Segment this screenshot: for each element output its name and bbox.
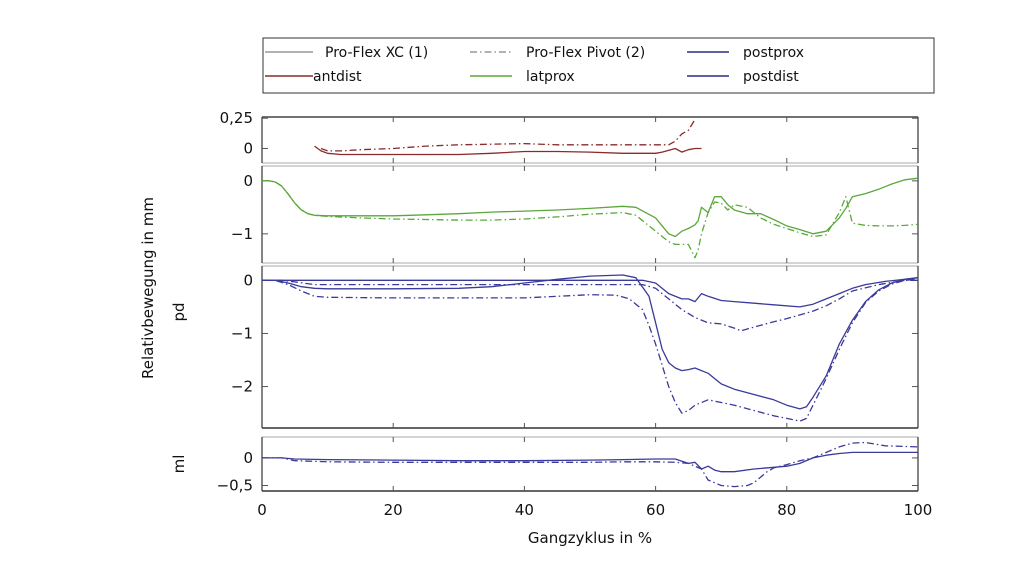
legend-label: postprox bbox=[743, 45, 804, 61]
series-line bbox=[262, 274, 918, 410]
y-tick-label: −1 bbox=[231, 324, 253, 342]
y-tick-label: −1 bbox=[231, 225, 253, 243]
x-tick-label: 0 bbox=[257, 501, 267, 519]
series-line bbox=[262, 177, 918, 238]
x-tick-label: 40 bbox=[515, 501, 534, 519]
x-tick-label: 80 bbox=[777, 501, 796, 519]
panel-antdist: 0,25 0 bbox=[220, 109, 919, 164]
x-tick-label: 100 bbox=[904, 501, 933, 519]
y-tick-label: 0 bbox=[243, 271, 253, 289]
panel-pd: 0 −1 −2 pd bbox=[170, 265, 919, 429]
y-tick-label: −2 bbox=[231, 378, 253, 396]
y-tick-label: 0 bbox=[243, 172, 253, 190]
x-axis-title: Gangzyklus in % bbox=[528, 529, 652, 547]
panel-ylabel-pd: pd bbox=[170, 302, 188, 321]
panel-ylabel-ml: ml bbox=[170, 455, 188, 474]
legend-label: Pro-Flex Pivot (2) bbox=[526, 45, 645, 61]
series-group bbox=[314, 119, 702, 156]
legend-label: Pro-Flex XC (1) bbox=[325, 45, 428, 61]
y-axis-title: Relativbewegung in mm bbox=[139, 197, 157, 379]
y-tick-label: 0 bbox=[243, 139, 253, 157]
y-tick-label: 0,25 bbox=[220, 109, 253, 127]
legend: Pro-Flex XC (1) Pro-Flex Pivot (2) postpro… bbox=[262, 37, 935, 94]
series-line bbox=[262, 279, 918, 422]
legend-label: latprox bbox=[526, 69, 575, 85]
panel-ml: 0 −0,5 ml bbox=[170, 436, 919, 494]
legend-box bbox=[262, 37, 935, 94]
legend-label: antdist bbox=[313, 69, 362, 85]
x-tick-label: 20 bbox=[384, 501, 403, 519]
series-group bbox=[262, 177, 918, 259]
series-line bbox=[262, 278, 918, 332]
series-group bbox=[262, 274, 918, 422]
x-tick-label: 60 bbox=[646, 501, 665, 519]
series-line bbox=[262, 451, 918, 473]
legend-label: postdist bbox=[743, 69, 799, 85]
y-tick-label: −0,5 bbox=[217, 476, 253, 494]
series-group bbox=[262, 441, 918, 488]
panel-latprox: 0 −1 bbox=[231, 165, 919, 264]
series-line bbox=[262, 277, 918, 308]
series-line bbox=[262, 441, 918, 488]
series-line bbox=[262, 180, 918, 259]
series-line bbox=[314, 145, 702, 156]
series-line bbox=[320, 119, 696, 152]
y-tick-label: 0 bbox=[243, 449, 253, 467]
